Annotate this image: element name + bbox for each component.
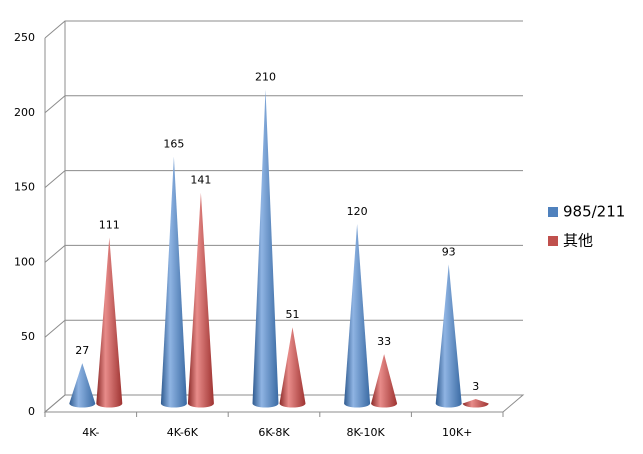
x-tick-label: 10K+ xyxy=(442,426,472,439)
data-label: 165 xyxy=(163,138,184,151)
data-label: 141 xyxy=(190,174,211,187)
grid-line xyxy=(44,394,523,413)
x-tick-label: 4K- xyxy=(82,426,99,439)
y-tick-label: 50 xyxy=(21,330,35,343)
cone xyxy=(435,264,462,408)
x-tick-label: 4K-6K xyxy=(167,426,199,439)
y-tick-label: 100 xyxy=(14,255,35,268)
grid-line xyxy=(44,170,523,188)
cone xyxy=(462,399,489,408)
cone xyxy=(160,156,187,408)
data-label: 33 xyxy=(377,335,391,348)
cone xyxy=(187,192,214,408)
legend-swatch xyxy=(548,236,558,246)
cone xyxy=(371,354,398,408)
grid-line xyxy=(44,20,523,39)
cone xyxy=(252,89,279,408)
data-label: 51 xyxy=(286,308,300,321)
x-tick-label: 6K-8K xyxy=(258,426,290,439)
legend-label: 985/211 xyxy=(563,203,625,221)
data-label: 111 xyxy=(99,218,120,231)
cone xyxy=(279,327,306,408)
y-tick-label: 250 xyxy=(14,31,35,44)
grid-line xyxy=(44,319,523,338)
data-label: 3 xyxy=(472,380,479,393)
grid-line xyxy=(44,244,523,263)
legend-label: 其他 xyxy=(563,232,593,250)
legend-swatch xyxy=(548,207,558,217)
data-label: 27 xyxy=(75,344,89,357)
data-label: 210 xyxy=(255,70,276,83)
data-label: 120 xyxy=(347,205,368,218)
cone xyxy=(344,223,371,408)
y-tick-label: 150 xyxy=(14,181,35,194)
y-tick-label: 200 xyxy=(14,106,35,119)
grid-line xyxy=(44,95,523,114)
x-tick-label: 8K-10K xyxy=(346,426,385,439)
cone xyxy=(69,363,96,408)
cone xyxy=(96,237,123,408)
y-tick-label: 0 xyxy=(28,405,35,418)
data-label: 93 xyxy=(442,245,456,258)
